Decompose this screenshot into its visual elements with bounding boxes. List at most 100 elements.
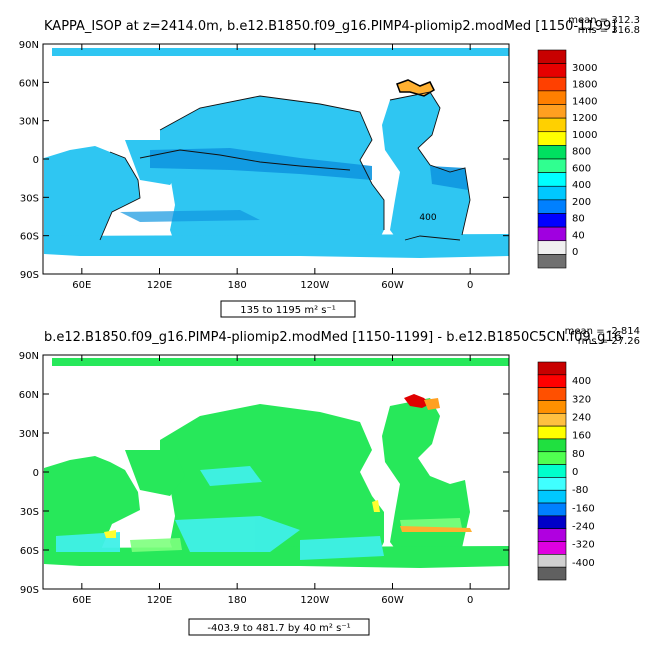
panel-2-title: b.e12.B1850.f09_g16.PIMP4-pliomip2.modMe… (44, 330, 622, 345)
panel-1-xtick-label: 60W (381, 280, 404, 291)
panel-2-colorbar-box (537, 554, 567, 568)
panel-1-contour-label: 400 (419, 213, 436, 223)
panel-1-colorbar-label: 1400 (572, 96, 597, 107)
panel-1-ytick-label: 90N (19, 40, 39, 51)
panel-1-ytick-label: 90S (20, 270, 39, 281)
panel-2-colorbar-box (537, 541, 567, 555)
panel-1-colorbar-box (537, 199, 567, 214)
panel-1-mean: mean = 312.3 (568, 15, 640, 26)
panel-1-colorbar-box (537, 49, 567, 64)
panel-1-range-label: 135 to 1195 m² s⁻¹ (240, 305, 336, 316)
panel-1-colorbar-box (537, 63, 567, 78)
panel-1-atlantic (382, 92, 470, 250)
panel-2-xtick-label: 60W (381, 595, 404, 606)
panel-2-colorbar-label: 320 (572, 394, 591, 405)
panel-2-ytick-label: 90S (20, 585, 39, 596)
panel-2-colorbar-label: 80 (572, 449, 585, 460)
panel-2-ytick-label: 60S (20, 546, 39, 557)
panel-1-acc-band (120, 210, 260, 222)
panel-1-indian (44, 146, 140, 246)
panel-2-rms: rms = 27.26 (578, 336, 640, 347)
panel-1-colorbar-label: 80 (572, 214, 585, 225)
panel-2-xtick-label: 60E (72, 595, 91, 606)
panel-2-colorbar-label: 0 (572, 467, 578, 478)
panel-1-axes: 60E 120E 180 120W 60W 0 90N 60N 30N 0 30S 60S 90S (19, 40, 509, 291)
panel-2-colorbar-box (537, 489, 567, 504)
panel-1-xtick-label: 180 (228, 280, 247, 291)
panel-2-colorbar-box (537, 566, 567, 581)
panel-2-colorbar-box (537, 502, 567, 517)
panel-1-arctic (52, 48, 509, 56)
panel-1-colorbar-box (537, 158, 567, 173)
panel-2: b.e12.B1850.f09_g16.PIMP4-pliomip2.modMe… (19, 326, 640, 636)
panel-1-colorbar-label: 400 (572, 180, 591, 191)
panel-1-colorbar-label: 800 (572, 147, 591, 158)
panel-2-hotspot-orange (424, 398, 440, 410)
panel-1-colorbar-box (537, 104, 567, 119)
panel-1-title: KAPPA_ISOP at z=2414.0m, b.e12.B1850.f09… (44, 19, 616, 34)
panel-2-negative-patches (56, 466, 384, 560)
panel-1-colorbar-label: 0 (572, 247, 578, 258)
panel-2-hotspot-red (404, 394, 430, 408)
panel-1-colorbar-box (537, 213, 567, 228)
panel-2-colorbar-label: 400 (572, 376, 591, 387)
panel-1-southern (44, 234, 509, 258)
panel-1-colorbar-label: 600 (572, 163, 591, 174)
panel-2-hotspot-indian (104, 530, 116, 538)
panel-2-xtick-label: 0 (467, 595, 473, 606)
panel-2-range-label: -403.9 to 481.7 by 40 m² s⁻¹ (207, 623, 350, 634)
panel-1-atlantic-band (430, 166, 468, 190)
panel-2-hotspot-atlantic (372, 500, 380, 512)
panel-2-colorbar-label: -160 (572, 503, 595, 514)
panel-1-colorbar-box (537, 172, 567, 187)
panel-1-colorbar-label: 40 (572, 230, 585, 241)
panel-2-colorbar-box (537, 400, 567, 414)
panel-1-ytick-label: 30N (19, 117, 39, 128)
panel-1-xtick-label: 120E (147, 280, 172, 291)
panel-2-colorbar-box (537, 412, 567, 427)
panel-1-ytick-label: 0 (33, 155, 39, 166)
panel-2-ytick-label: 90N (19, 351, 39, 362)
panel-2-arctic (52, 358, 509, 366)
panel-2-colorbar-label: -80 (572, 485, 588, 496)
panel-2-xtick-label: 120E (147, 595, 172, 606)
panel-1-colorbar-label: 1200 (572, 113, 597, 124)
panel-1-colorbar-box (537, 185, 567, 201)
panel-1-colorbar-box (537, 145, 567, 160)
panel-1-colorbar-label: 1000 (572, 130, 597, 141)
panel-1-map (43, 44, 509, 274)
panel-1-colorbar-box (537, 90, 567, 105)
panel-2-colorbar-box (537, 451, 567, 465)
panel-2-mean: mean = -2.814 (565, 326, 640, 337)
panel-2-hotspot-south (400, 526, 472, 532)
panel-2-map (43, 355, 509, 589)
panel-2-colorbar-box (537, 464, 567, 478)
panel-2-xtick-label: 120W (300, 595, 329, 606)
panel-1-rms: rms = 316.8 (578, 25, 640, 36)
panel-1: KAPPA_ISOP at z=2414.0m, b.e12.B1850.f09… (19, 15, 640, 318)
panel-2-colorbar-box (537, 425, 567, 440)
panel-2-colorbar-label: -320 (572, 540, 595, 551)
panel-2-colorbar-label: 160 (572, 431, 591, 442)
panel-2-colorbar-box (537, 515, 567, 530)
panel-2-ytick-label: 30S (20, 507, 39, 518)
panel-1-colorbar-box (537, 254, 567, 269)
panel-1-colorbar-box (537, 117, 567, 133)
panel-1-ytick-label: 60S (20, 232, 39, 243)
panel-1-colorbar-box (537, 76, 567, 92)
panel-2-colorbar-box (537, 477, 567, 491)
panel-1-ytick-label: 60N (19, 78, 39, 89)
panel-1-ytick-label: 30S (20, 193, 39, 204)
panel-2-colorbar-box (537, 361, 567, 376)
panel-2-xtick-label: 180 (228, 595, 247, 606)
panel-2-colorbar-box (537, 528, 567, 542)
panel-1-xtick-label: 0 (467, 280, 473, 291)
panel-2-ytick-label: 60N (19, 390, 39, 401)
panel-2-ytick-label: 0 (33, 468, 39, 479)
panel-1-colorbar-box (537, 226, 567, 242)
panel-1-xtick-label: 120W (300, 280, 329, 291)
panel-1-coastlines (99, 91, 471, 241)
panel-2-ytick-label: 30N (19, 429, 39, 440)
